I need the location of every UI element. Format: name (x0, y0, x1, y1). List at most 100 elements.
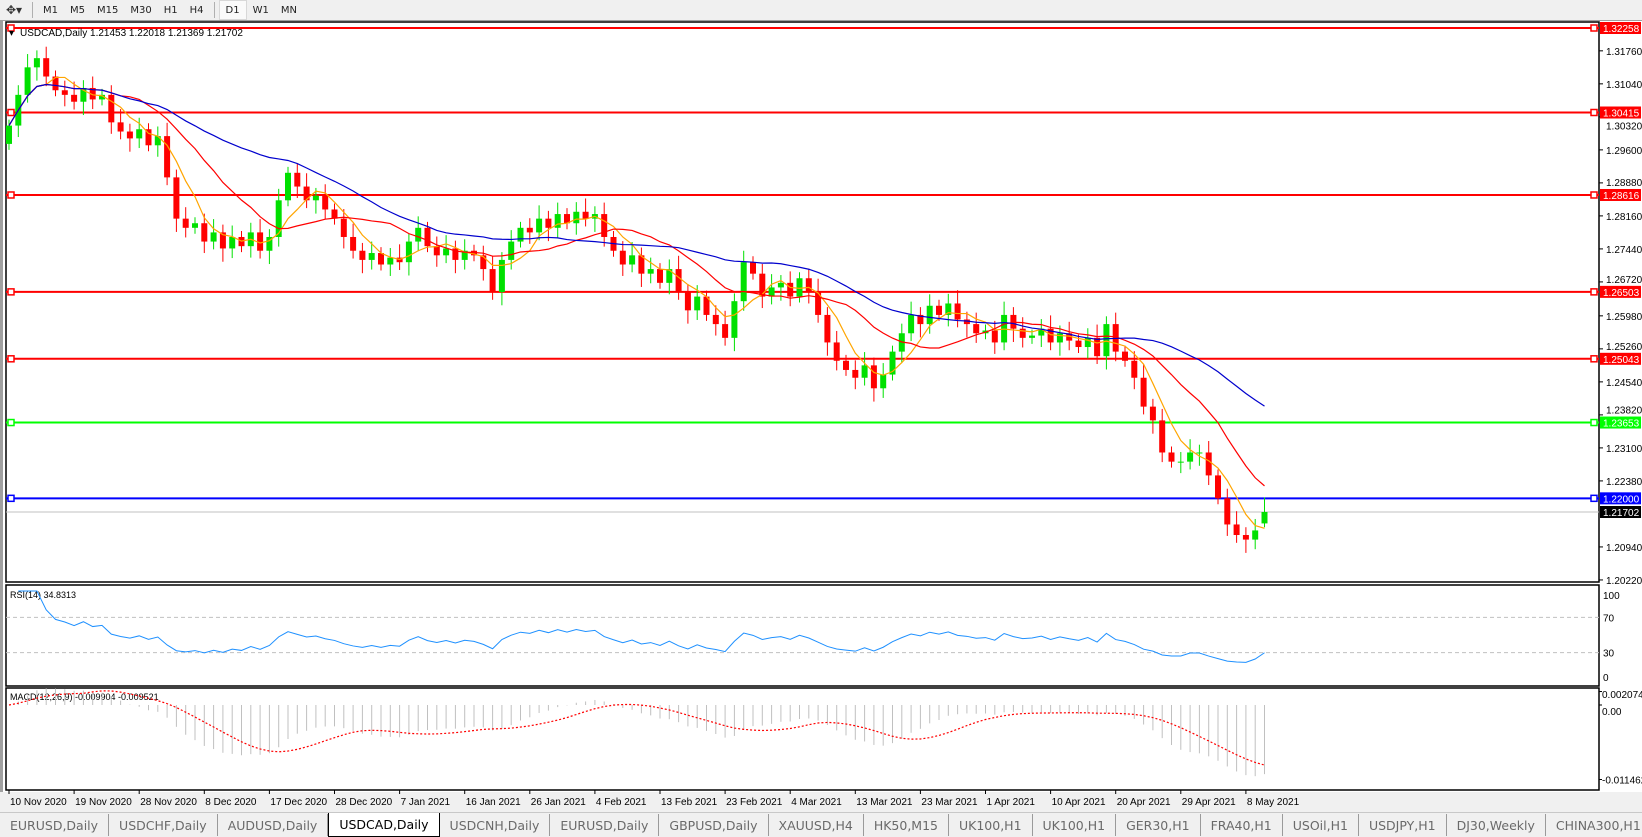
line-handle[interactable] (1590, 418, 1598, 427)
price-label-box (1600, 416, 1641, 429)
candle-body (573, 211, 580, 224)
date-label: 1 Apr 2021 (987, 797, 1036, 808)
date-label: 19 Nov 2020 (75, 797, 132, 808)
timeframe-button-h1[interactable]: H1 (163, 4, 178, 16)
candle-body (331, 209, 338, 219)
main-panel (5, 21, 1600, 583)
chart-tab[interactable]: DJ30,Weekly (1447, 814, 1546, 836)
macd-tick-label: 0.00 (1602, 707, 1622, 718)
price-label-box (1600, 492, 1641, 505)
candle-body (805, 278, 812, 293)
rsi-level-label: 70 (1603, 613, 1615, 624)
line-handle[interactable] (7, 418, 15, 427)
chart-tab[interactable]: EURUSD,Daily (550, 814, 660, 836)
chart-tab[interactable]: USDCNH,Daily (440, 814, 551, 836)
candle-body (24, 67, 31, 95)
timeframe-button-m1[interactable]: M1 (43, 4, 58, 16)
candle-body (861, 365, 868, 378)
candle-body (89, 87, 96, 100)
candle-body (880, 374, 887, 389)
chart-tab[interactable]: USDCAD,Daily (328, 813, 440, 837)
line-handle[interactable] (7, 191, 15, 199)
candle-body (666, 269, 673, 283)
line-handle[interactable] (1590, 191, 1598, 199)
line-handle[interactable] (1590, 108, 1598, 117)
chart-tab[interactable]: USDCHF,Daily (109, 814, 218, 836)
dropdown-triangle-icon: ▾ (9, 28, 14, 39)
candle-body (340, 218, 347, 237)
candle-body (350, 236, 357, 251)
candle-body (6, 125, 12, 144)
timeframe-button-mn[interactable]: MN (280, 4, 297, 16)
candle-body (405, 241, 412, 263)
timeframe-button-m5[interactable]: M5 (70, 4, 85, 16)
timeframe-button-h4[interactable]: H4 (189, 4, 204, 16)
chart-tab[interactable]: UK100,H1 (949, 814, 1033, 836)
line-handle[interactable] (1590, 288, 1598, 296)
moving-average-line (8, 76, 1265, 529)
rsi-title: RSI(14) 34.8313 (10, 590, 76, 600)
price-tick-label: 1.25260 (1606, 342, 1642, 353)
line-handle[interactable] (7, 108, 15, 117)
chart-area[interactable]: 1.31760 1.31040 1.30320 1.29600 1.28880 1.281… (0, 21, 1642, 811)
chart-tab[interactable]: UK100,H1 (1033, 814, 1117, 836)
candle-body (1149, 406, 1156, 421)
price-tick-label: 1.28880 (1606, 178, 1642, 189)
candle-body (582, 211, 589, 219)
date-label: 23 Feb 2021 (726, 797, 783, 808)
rsi-level-label: 30 (1603, 649, 1615, 660)
line-handle[interactable] (7, 355, 15, 363)
candle-body (368, 253, 375, 260)
timeframe-button-m15[interactable]: M15 (97, 4, 119, 16)
date-label: 7 Jan 2021 (401, 797, 451, 808)
line-handle[interactable] (7, 494, 15, 503)
candle-body (843, 360, 849, 370)
chart-tab[interactable]: AUDUSD,Daily (218, 814, 329, 836)
line-handle[interactable] (7, 24, 15, 32)
chart-tab[interactable]: XAUUSD,H4 (769, 814, 864, 836)
candle-body (908, 314, 915, 334)
candle-body (601, 214, 608, 237)
price-tick-label: 1.23820 (1606, 406, 1642, 417)
candle-body (1103, 324, 1110, 357)
chart-tools-icon[interactable]: ✥▾ (5, 3, 23, 17)
candle-body (917, 314, 924, 325)
chart-tab[interactable]: USDJPY,H1 (1359, 814, 1447, 836)
chart-tab[interactable]: GER30,H1 (1116, 814, 1201, 836)
chart-tab[interactable]: HK50,M15 (864, 814, 949, 836)
candle-body (80, 87, 87, 102)
date-label: 8 Dec 2020 (205, 797, 257, 808)
candle-body (1252, 530, 1259, 540)
candle-body (452, 248, 459, 260)
timeframe-button-d1[interactable]: D1 (218, 0, 247, 20)
chart-tab[interactable]: FRA40,H1 (1201, 814, 1283, 836)
candle-body (443, 248, 450, 256)
chart-tab[interactable]: USOil,H1 (1283, 814, 1359, 836)
candle-body (1159, 420, 1166, 453)
candle-body (675, 269, 682, 293)
candle-body (136, 129, 143, 139)
timeframe-button-w1[interactable]: W1 (252, 4, 269, 16)
candle-body (768, 287, 775, 297)
toolbar-divider (213, 2, 215, 18)
line-handle[interactable] (1590, 355, 1598, 363)
candle-body (815, 292, 822, 315)
candle-body (461, 250, 468, 260)
candle-body (1261, 511, 1268, 524)
candle-body (275, 200, 282, 237)
line-handle[interactable] (1590, 24, 1598, 32)
chart-tab[interactable]: EURUSD,Daily (0, 814, 110, 836)
line-handle[interactable] (1590, 494, 1598, 503)
timeframe-button-m30[interactable]: M30 (130, 4, 152, 16)
price-label-box (1600, 188, 1641, 201)
date-label: 17 Dec 2020 (270, 797, 327, 808)
candle-body (61, 90, 68, 95)
chart-tab[interactable]: CHINA300,H1 (1546, 814, 1642, 836)
candle-body (480, 255, 487, 270)
date-label: 13 Feb 2021 (661, 797, 718, 808)
candle-body (731, 301, 738, 338)
line-handle[interactable] (7, 288, 15, 296)
toolbar-divider (32, 2, 33, 18)
chart-tab[interactable]: GBPUSD,Daily (659, 814, 769, 836)
timeframe-buttons: M1 M5 M15 M30 H1 H4 D1 W1 MN (37, 0, 303, 20)
